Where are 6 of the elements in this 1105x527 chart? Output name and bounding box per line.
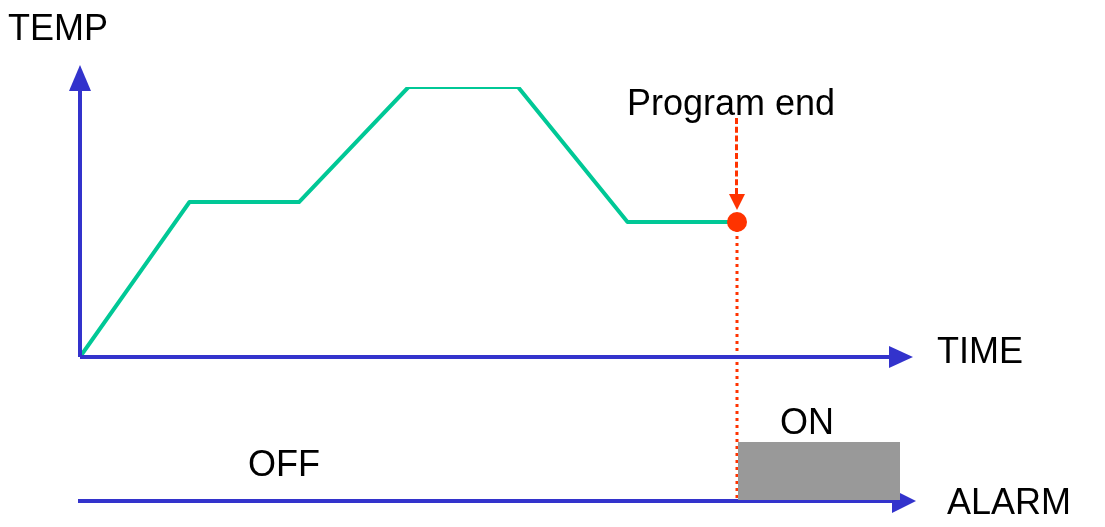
text: OFF	[248, 443, 320, 484]
annotation: Program end	[627, 82, 836, 123]
x-axis-title: TIME	[937, 329, 1023, 371]
text: ON	[780, 401, 834, 442]
text: ALARM	[947, 481, 1072, 522]
y-axis-title: TEMP	[8, 7, 109, 48]
